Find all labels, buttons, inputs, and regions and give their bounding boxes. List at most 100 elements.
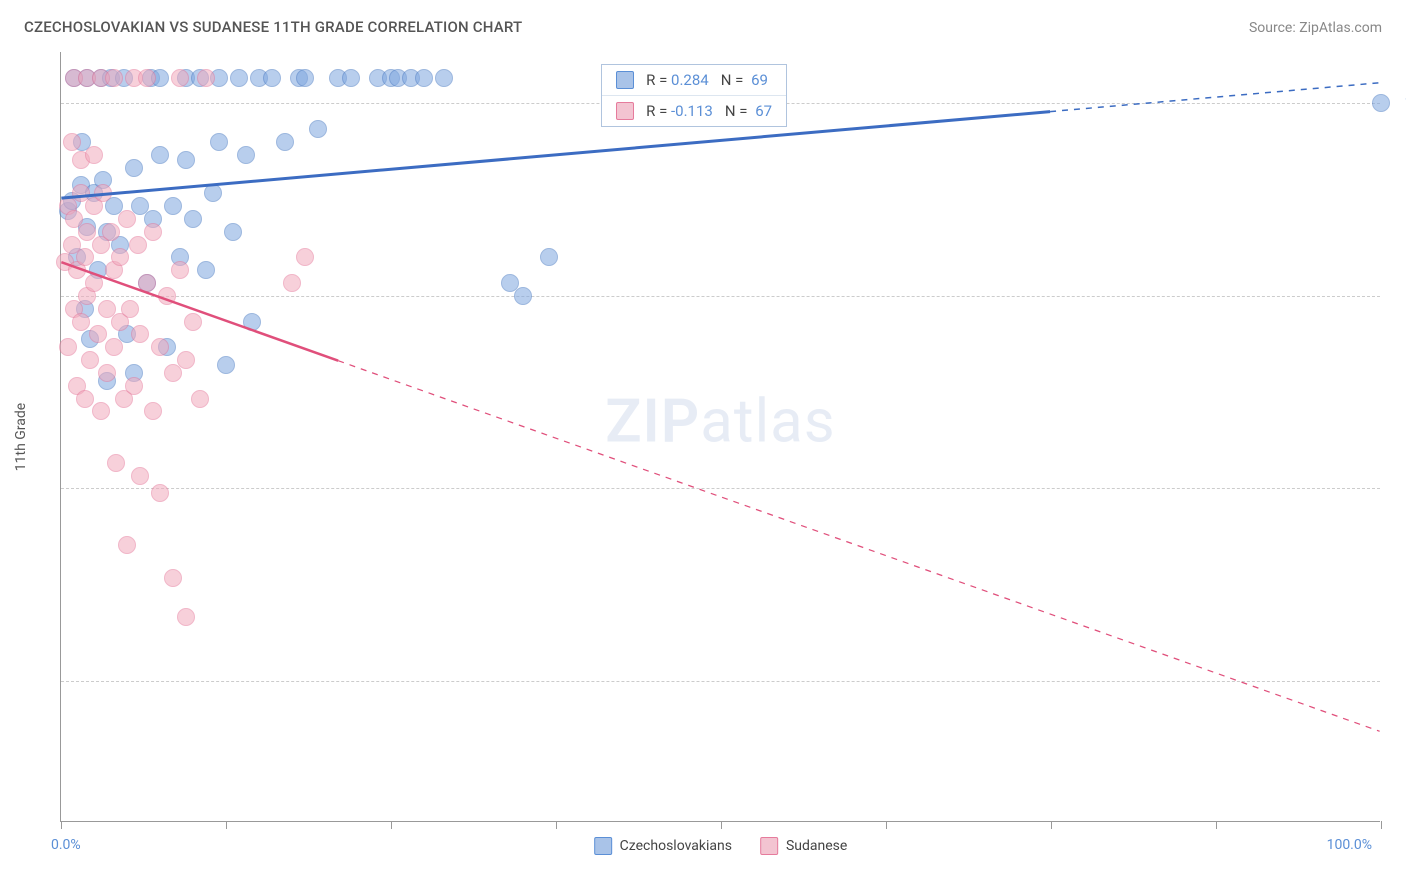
data-point bbox=[89, 325, 107, 343]
data-point bbox=[98, 364, 116, 382]
data-point bbox=[177, 151, 195, 169]
x-tick bbox=[886, 821, 887, 829]
chart-title: CZECHOSLOVAKIAN VS SUDANESE 11TH GRADE C… bbox=[24, 18, 522, 36]
data-point bbox=[296, 69, 314, 87]
legend-row: R = 0.284 N = 69 bbox=[602, 65, 786, 96]
y-tick-label: 92.5% bbox=[1390, 288, 1406, 304]
data-point bbox=[204, 184, 222, 202]
data-point bbox=[224, 223, 242, 241]
data-point bbox=[144, 223, 162, 241]
x-tick bbox=[391, 821, 392, 829]
data-point bbox=[76, 248, 94, 266]
data-point bbox=[230, 69, 248, 87]
correlation-legend: R = 0.284 N = 69 R = -0.113 N = 67 bbox=[601, 64, 787, 127]
x-max-label: 100.0% bbox=[1327, 837, 1372, 853]
data-point bbox=[151, 484, 169, 502]
y-tick-label: 85.0% bbox=[1390, 480, 1406, 496]
series-legend: Czechoslovakians Sudanese bbox=[594, 837, 848, 855]
data-point bbox=[63, 133, 81, 151]
gridline bbox=[61, 488, 1380, 489]
data-point bbox=[59, 338, 77, 356]
data-point bbox=[151, 338, 169, 356]
gridline bbox=[61, 681, 1380, 682]
legend-swatch-icon bbox=[594, 837, 612, 855]
data-point bbox=[184, 210, 202, 228]
data-point bbox=[540, 248, 558, 266]
x-tick bbox=[721, 821, 722, 829]
data-point bbox=[85, 274, 103, 292]
data-point bbox=[197, 69, 215, 87]
data-point bbox=[138, 69, 156, 87]
data-point bbox=[151, 146, 169, 164]
data-point bbox=[111, 248, 129, 266]
data-point bbox=[276, 133, 294, 151]
data-point bbox=[102, 223, 120, 241]
data-point bbox=[121, 300, 139, 318]
data-point bbox=[118, 210, 136, 228]
x-tick bbox=[61, 821, 62, 829]
x-tick bbox=[226, 821, 227, 829]
y-tick-label: 100.0% bbox=[1390, 95, 1406, 111]
data-point bbox=[125, 377, 143, 395]
data-point bbox=[191, 390, 209, 408]
legend-swatch-icon bbox=[616, 102, 634, 120]
y-axis-label: 11th Grade bbox=[13, 402, 29, 470]
n-label: N = 69 bbox=[721, 71, 768, 89]
data-point bbox=[415, 69, 433, 87]
data-point bbox=[158, 287, 176, 305]
data-point bbox=[177, 351, 195, 369]
n-label: N = 67 bbox=[725, 102, 772, 120]
data-point bbox=[210, 133, 228, 151]
x-tick bbox=[1051, 821, 1052, 829]
data-point bbox=[92, 402, 110, 420]
r-label: R = -0.113 bbox=[646, 102, 713, 120]
data-point bbox=[125, 159, 143, 177]
data-point bbox=[85, 146, 103, 164]
data-point bbox=[164, 569, 182, 587]
data-point bbox=[342, 69, 360, 87]
data-point bbox=[107, 454, 125, 472]
data-point bbox=[197, 261, 215, 279]
data-point bbox=[118, 536, 136, 554]
x-tick bbox=[1216, 821, 1217, 829]
legend-swatch-icon bbox=[760, 837, 778, 855]
data-point bbox=[131, 467, 149, 485]
data-point bbox=[131, 325, 149, 343]
data-point bbox=[296, 248, 314, 266]
data-point bbox=[237, 146, 255, 164]
data-point bbox=[184, 313, 202, 331]
data-point bbox=[243, 313, 261, 331]
data-point bbox=[309, 120, 327, 138]
legend-item-label: Sudanese bbox=[786, 838, 847, 854]
data-point bbox=[144, 402, 162, 420]
data-point bbox=[171, 69, 189, 87]
y-tick-label: 77.5% bbox=[1390, 673, 1406, 689]
data-point bbox=[1372, 94, 1390, 112]
data-point bbox=[94, 184, 112, 202]
chart-area: 11th Grade 100.0%92.5%85.0%77.5% ZIPatla… bbox=[60, 52, 1380, 822]
data-point bbox=[129, 236, 147, 254]
data-point bbox=[76, 390, 94, 408]
legend-row: R = -0.113 N = 67 bbox=[602, 96, 786, 126]
data-point bbox=[217, 356, 235, 374]
trend-lines bbox=[61, 52, 1380, 821]
data-point bbox=[263, 69, 281, 87]
data-point bbox=[164, 197, 182, 215]
watermark: ZIPatlas bbox=[605, 386, 836, 457]
data-point bbox=[138, 274, 156, 292]
r-label: R = 0.284 bbox=[646, 71, 709, 89]
source-label: Source: ZipAtlas.com bbox=[1249, 20, 1382, 36]
gridline bbox=[61, 296, 1380, 297]
x-min-label: 0.0% bbox=[51, 837, 81, 853]
data-point bbox=[435, 69, 453, 87]
legend-item-label: Czechoslovakians bbox=[620, 838, 732, 854]
data-point bbox=[81, 351, 99, 369]
data-point bbox=[283, 274, 301, 292]
data-point bbox=[72, 313, 90, 331]
legend-swatch-icon bbox=[616, 71, 634, 89]
data-point bbox=[105, 338, 123, 356]
legend-item: Sudanese bbox=[760, 837, 847, 855]
data-point bbox=[514, 287, 532, 305]
x-tick bbox=[556, 821, 557, 829]
x-tick bbox=[1381, 821, 1382, 829]
